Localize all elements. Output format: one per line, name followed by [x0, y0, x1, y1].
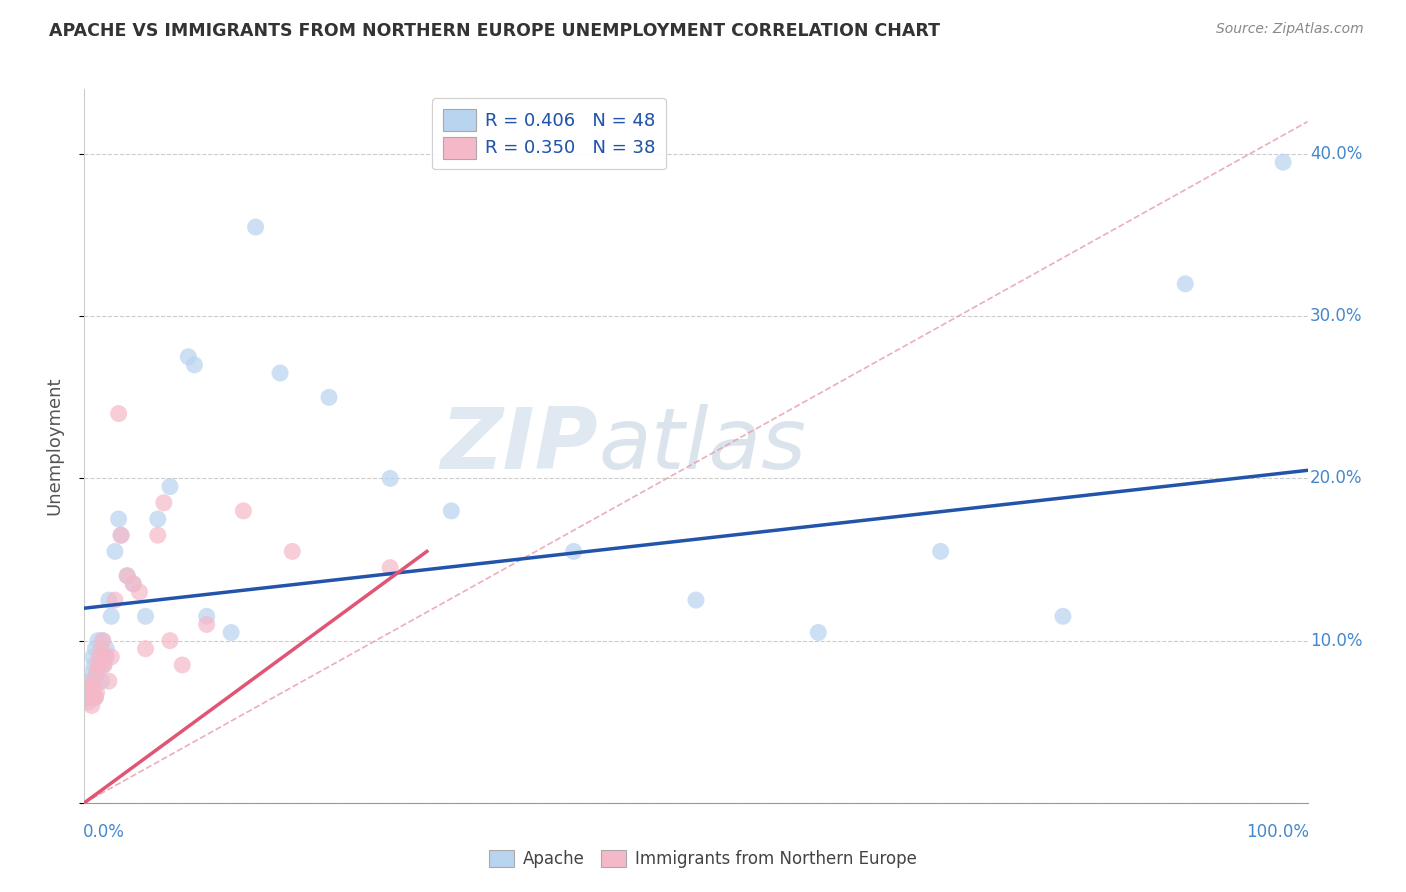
- Point: [685, 593, 707, 607]
- Point: [153, 496, 176, 510]
- Text: Source: ZipAtlas.com: Source: ZipAtlas.com: [1216, 22, 1364, 37]
- Point: [80, 698, 103, 713]
- Point: [84, 690, 107, 705]
- Point: [82, 690, 104, 705]
- Point: [77, 685, 100, 699]
- Point: [183, 358, 205, 372]
- Point: [318, 390, 340, 404]
- Point: [80, 685, 103, 699]
- Point: [159, 633, 181, 648]
- Text: 40.0%: 40.0%: [1310, 145, 1362, 163]
- Point: [93, 657, 115, 672]
- Point: [82, 682, 104, 697]
- Point: [128, 585, 150, 599]
- Point: [97, 593, 120, 607]
- Point: [77, 682, 100, 697]
- Point: [89, 657, 111, 672]
- Point: [232, 504, 254, 518]
- Point: [107, 407, 129, 421]
- Point: [77, 674, 100, 689]
- Point: [269, 366, 291, 380]
- Text: 20.0%: 20.0%: [1310, 469, 1362, 487]
- Point: [1052, 609, 1074, 624]
- Point: [79, 690, 101, 705]
- Legend: Apache, Immigrants from Northern Europe: Apache, Immigrants from Northern Europe: [482, 843, 924, 875]
- Point: [807, 625, 830, 640]
- Point: [90, 641, 112, 656]
- Point: [79, 690, 101, 705]
- Point: [84, 690, 107, 705]
- Point: [87, 649, 110, 664]
- Point: [87, 633, 110, 648]
- Point: [97, 674, 120, 689]
- Point: [245, 220, 267, 235]
- Point: [219, 625, 242, 640]
- Point: [122, 577, 145, 591]
- Point: [100, 649, 122, 664]
- Point: [104, 544, 127, 558]
- Point: [90, 674, 112, 689]
- Point: [91, 633, 114, 648]
- Point: [86, 685, 108, 699]
- Y-axis label: Unemployment: Unemployment: [45, 376, 63, 516]
- Point: [195, 617, 218, 632]
- Point: [76, 690, 98, 705]
- Point: [89, 649, 111, 664]
- Text: 100.0%: 100.0%: [1246, 822, 1309, 841]
- Point: [94, 649, 117, 664]
- Point: [110, 528, 132, 542]
- Point: [96, 649, 118, 664]
- Point: [562, 544, 585, 558]
- Point: [96, 641, 118, 656]
- Text: 30.0%: 30.0%: [1310, 307, 1362, 326]
- Point: [77, 685, 100, 699]
- Point: [440, 504, 463, 518]
- Point: [146, 512, 169, 526]
- Legend: R = 0.406   N = 48, R = 0.350   N = 38: R = 0.406 N = 48, R = 0.350 N = 38: [433, 98, 666, 169]
- Point: [79, 679, 101, 693]
- Point: [1174, 277, 1197, 291]
- Point: [135, 609, 157, 624]
- Text: APACHE VS IMMIGRANTS FROM NORTHERN EUROPE UNEMPLOYMENT CORRELATION CHART: APACHE VS IMMIGRANTS FROM NORTHERN EUROP…: [49, 22, 941, 40]
- Point: [122, 577, 145, 591]
- Point: [82, 649, 104, 664]
- Point: [87, 657, 110, 672]
- Point: [79, 679, 101, 693]
- Point: [380, 471, 402, 485]
- Point: [115, 568, 138, 582]
- Point: [77, 695, 100, 709]
- Point: [135, 641, 157, 656]
- Point: [929, 544, 952, 558]
- Point: [107, 512, 129, 526]
- Point: [84, 641, 107, 656]
- Point: [195, 609, 218, 624]
- Text: ZIP: ZIP: [440, 404, 598, 488]
- Text: atlas: atlas: [598, 404, 806, 488]
- Point: [91, 633, 114, 648]
- Text: 10.0%: 10.0%: [1310, 632, 1362, 649]
- Point: [380, 560, 402, 574]
- Point: [146, 528, 169, 542]
- Point: [80, 685, 103, 699]
- Point: [82, 674, 104, 689]
- Point: [87, 657, 110, 672]
- Point: [80, 666, 103, 681]
- Point: [77, 682, 100, 697]
- Point: [86, 666, 108, 681]
- Point: [115, 568, 138, 582]
- Point: [100, 609, 122, 624]
- Point: [76, 690, 98, 705]
- Point: [1272, 155, 1295, 169]
- Text: 0.0%: 0.0%: [83, 822, 125, 841]
- Point: [93, 657, 115, 672]
- Point: [281, 544, 304, 558]
- Point: [83, 657, 105, 672]
- Point: [177, 350, 200, 364]
- Point: [159, 479, 181, 493]
- Point: [86, 666, 108, 681]
- Point: [110, 528, 132, 542]
- Point: [83, 674, 105, 689]
- Point: [104, 593, 127, 607]
- Point: [172, 657, 194, 672]
